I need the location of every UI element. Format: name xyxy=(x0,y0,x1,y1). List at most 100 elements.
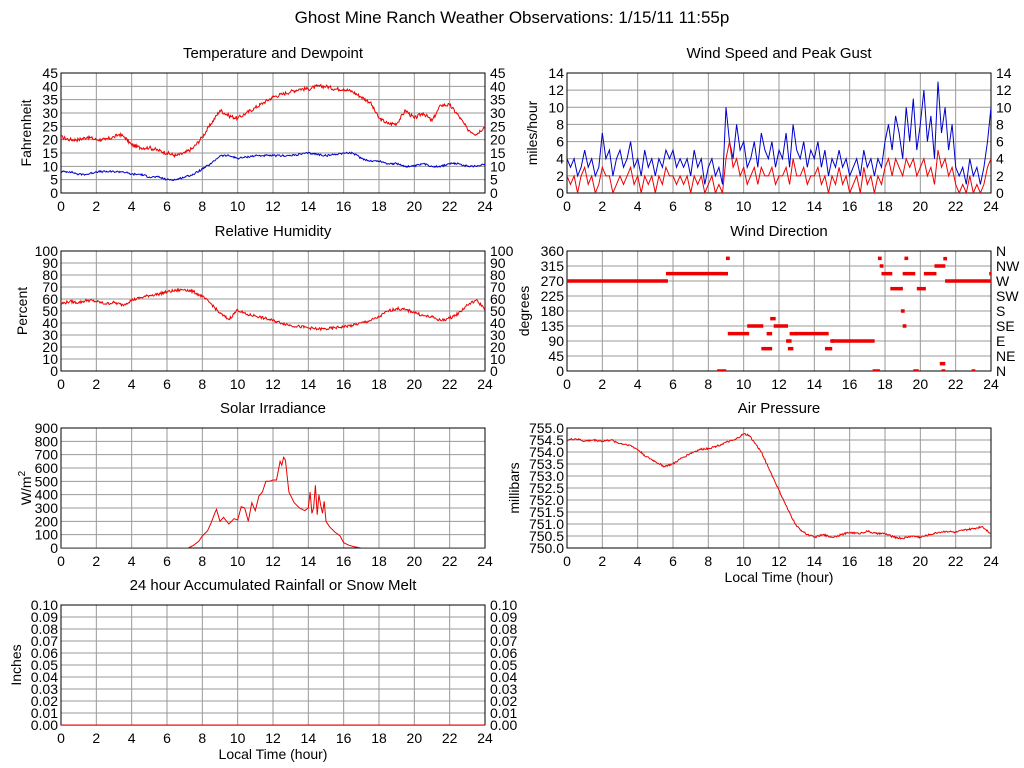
y-tick-label: 750.0 xyxy=(529,540,564,556)
x-tick-label: 0 xyxy=(57,376,65,392)
y-right-tick-label: 30 xyxy=(490,327,506,343)
y-right-tick-label: 0 xyxy=(490,185,498,201)
x-tick-label: 8 xyxy=(704,198,712,214)
x-tick-label: 2 xyxy=(92,553,100,569)
y-right-tick-label: 0.00 xyxy=(490,717,517,733)
x-tick-label: 10 xyxy=(736,553,752,569)
x-tick-label: 20 xyxy=(913,376,929,392)
x-tick-label: 20 xyxy=(407,730,423,746)
x-tick-label: 2 xyxy=(92,198,100,214)
y-tick-label: 35 xyxy=(42,92,58,108)
x-tick-label: 24 xyxy=(477,376,493,392)
x-tick-label: 14 xyxy=(301,376,317,392)
x-tick-label: 18 xyxy=(877,198,893,214)
y-tick-label: 5 xyxy=(50,172,58,188)
y-right-tick-label: 50 xyxy=(490,303,506,319)
x-tick-label: 0 xyxy=(57,730,65,746)
x-tick-label: 4 xyxy=(634,376,642,392)
chart-title: Wind Direction xyxy=(730,223,828,240)
y-tick-label: 0.07 xyxy=(31,633,58,649)
x-tick-label: 24 xyxy=(477,198,493,214)
y-right-tick-label: 0.01 xyxy=(490,705,517,721)
y-tick-label: 0 xyxy=(50,185,58,201)
y-tick-label: 0.00 xyxy=(31,717,58,733)
y-tick-label: 0 xyxy=(556,185,564,201)
y-tick-label: 10 xyxy=(42,351,58,367)
y-right-tick-label: 4 xyxy=(996,151,1004,167)
y-right-tick-label: 0.07 xyxy=(490,633,517,649)
chart-title: Relative Humidity xyxy=(215,223,332,240)
plot-area xyxy=(567,81,991,193)
x-tick-label: 20 xyxy=(407,376,423,392)
x-tick-label: 6 xyxy=(669,198,677,214)
y-tick-label: 315 xyxy=(541,258,565,274)
y-tick-label: 40 xyxy=(42,315,58,331)
y-tick-label: 100 xyxy=(35,527,59,543)
y-tick-label: 45 xyxy=(42,65,58,81)
y-tick-label: 0.01 xyxy=(31,705,58,721)
x-tick-label: 0 xyxy=(563,198,571,214)
plot-frame xyxy=(566,427,992,549)
x-tick-label: 8 xyxy=(704,376,712,392)
plot-frame xyxy=(566,250,992,372)
y-right-tick-label: 10 xyxy=(490,158,506,174)
y-tick-label: 70 xyxy=(42,279,58,295)
series-line xyxy=(61,151,485,182)
y-right-tick-label: W xyxy=(996,273,1010,289)
y-right-tick-label: 40 xyxy=(490,315,506,331)
y-tick-label: 15 xyxy=(42,145,58,161)
y-tick-label: 20 xyxy=(42,339,58,355)
y-tick-label: 90 xyxy=(42,255,58,271)
y-right-tick-label: 0.10 xyxy=(490,597,517,613)
y-tick-label: 753.5 xyxy=(529,456,564,472)
x-tick-label: 12 xyxy=(771,553,787,569)
y-right-tick-label: 100 xyxy=(490,243,514,259)
x-tick-label: 12 xyxy=(771,198,787,214)
x-tick-label: 6 xyxy=(669,553,677,569)
x-tick-label: 20 xyxy=(407,553,423,569)
chart-title: Wind Speed and Peak Gust xyxy=(686,45,872,62)
x-axis-label: Local Time (hour) xyxy=(219,746,328,762)
x-tick-label: 18 xyxy=(877,376,893,392)
y-tick-label: 20 xyxy=(42,132,58,148)
plot-frame xyxy=(60,72,486,194)
series-line xyxy=(567,81,991,185)
y-tick-label: 755.0 xyxy=(529,420,564,436)
y-tick-label: 60 xyxy=(42,291,58,307)
y-tick-label: 200 xyxy=(35,513,59,529)
plot-area xyxy=(567,256,991,371)
y-axis-label: Percent xyxy=(14,287,30,335)
y-right-tick-label: 0.04 xyxy=(490,669,517,685)
y-tick-label: 0.05 xyxy=(31,657,58,673)
y-right-tick-label: N xyxy=(996,243,1006,259)
x-tick-label: 12 xyxy=(265,730,281,746)
y-tick-label: 4 xyxy=(556,151,564,167)
x-tick-label: 20 xyxy=(913,553,929,569)
x-tick-label: 4 xyxy=(128,730,136,746)
plot-area xyxy=(567,432,991,540)
x-tick-label: 10 xyxy=(230,553,246,569)
x-tick-label: 4 xyxy=(634,553,642,569)
x-tick-label: 2 xyxy=(598,198,606,214)
y-right-tick-label: 8 xyxy=(996,116,1004,132)
x-tick-label: 12 xyxy=(265,376,281,392)
chart-title: Solar Irradiance xyxy=(220,400,326,417)
chart-title: 24 hour Accumulated Rainfall or Snow Mel… xyxy=(130,577,418,594)
y-right-tick-label: 45 xyxy=(490,65,506,81)
y-tick-label: 30 xyxy=(42,105,58,121)
x-tick-label: 8 xyxy=(704,553,712,569)
y-right-tick-label: 20 xyxy=(490,132,506,148)
series-line xyxy=(61,287,485,332)
x-tick-label: 20 xyxy=(913,198,929,214)
plot-frame xyxy=(60,250,486,372)
y-axis-label: degrees xyxy=(516,286,532,337)
y-tick-label: 752.0 xyxy=(529,492,564,508)
x-tick-label: 10 xyxy=(230,376,246,392)
x-tick-label: 24 xyxy=(983,553,999,569)
y-right-tick-label: 12 xyxy=(996,82,1012,98)
x-tick-label: 8 xyxy=(198,730,206,746)
y-right-tick-label: 2 xyxy=(996,168,1004,184)
x-tick-label: 16 xyxy=(336,730,352,746)
